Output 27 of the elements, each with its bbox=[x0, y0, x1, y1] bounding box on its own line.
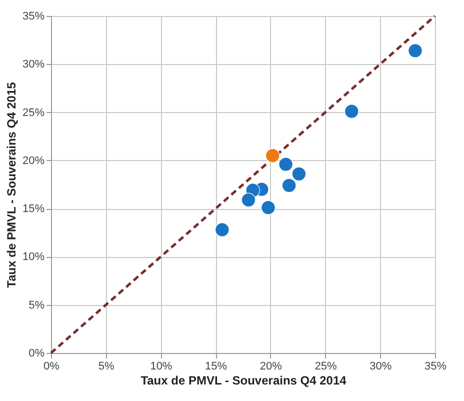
point bbox=[408, 43, 422, 58]
y-tick-label: 0% bbox=[28, 348, 45, 360]
y-tick-label: 30% bbox=[22, 58, 45, 71]
x-tick-label: 35% bbox=[424, 360, 447, 372]
x-tick-label: 25% bbox=[314, 360, 338, 372]
point bbox=[214, 222, 230, 237]
point bbox=[241, 192, 256, 208]
x-tick-label: 5% bbox=[98, 360, 115, 372]
x-tick-label: 15% bbox=[205, 360, 228, 372]
point bbox=[261, 200, 276, 215]
y-tick-label: 10% bbox=[22, 251, 45, 264]
x-axis-title: Taux de PMVL - Souverains Q4 2014 bbox=[140, 374, 347, 388]
point bbox=[292, 166, 306, 182]
point bbox=[265, 148, 280, 163]
y-axis-title: Taux de PMVL - Souverains Q4 2015 bbox=[4, 82, 18, 288]
x-tick-label: 30% bbox=[370, 360, 392, 372]
x-tick-label: 0% bbox=[44, 360, 60, 372]
point bbox=[278, 157, 293, 172]
y-tick-label: 5% bbox=[28, 299, 45, 312]
y-tick-label: 25% bbox=[22, 106, 45, 119]
y-tick-label: 20% bbox=[22, 154, 45, 167]
x-tick-label: 10% bbox=[150, 360, 172, 372]
y-tick-label: 15% bbox=[22, 203, 45, 216]
point bbox=[282, 178, 296, 193]
y-tick-label: 35% bbox=[22, 10, 45, 22]
point bbox=[344, 104, 359, 118]
x-tick-label: 20% bbox=[260, 360, 282, 372]
